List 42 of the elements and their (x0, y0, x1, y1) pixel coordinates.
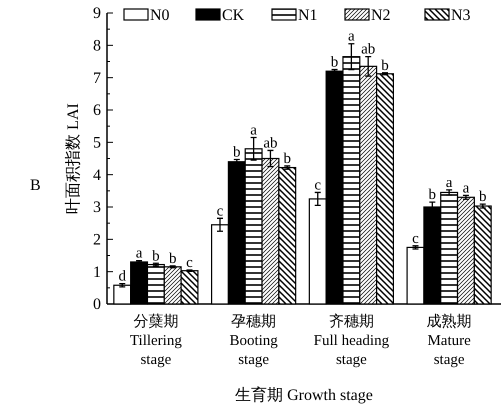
data-label: a (136, 246, 143, 262)
data-label: b (381, 58, 389, 74)
y-tick-label: 8 (93, 37, 101, 54)
data-label: a (462, 180, 470, 196)
y-tick-label: 5 (93, 134, 101, 152)
data-label: b (330, 54, 338, 71)
data-label: a (446, 174, 453, 191)
x-tick-label: 孕穗期 Booting stage (229, 313, 278, 368)
data-label: a (348, 28, 356, 45)
data-label: c (216, 203, 224, 220)
y-tick-label: 4 (93, 166, 101, 184)
y-axis-title: 叶面积指数 LAI (64, 103, 82, 214)
data-label: ab (361, 42, 376, 58)
y-tick-label: 3 (93, 199, 101, 216)
data-label: b (428, 187, 436, 204)
data-label: b (152, 248, 160, 264)
y-tick-label: 9 (93, 5, 101, 22)
legend-label: N0 (150, 7, 170, 24)
x-axis-title: 生育期 Growth stage (235, 386, 373, 404)
x-tick-label: 齐穗期 Full heading stage (314, 313, 390, 368)
data-label: c (314, 177, 322, 194)
y-tick-label: 2 (93, 231, 101, 248)
data-label: b (233, 144, 241, 160)
y-tick-label: 1 (93, 264, 101, 281)
data-label: c (412, 230, 420, 247)
data-label: c (186, 255, 194, 272)
data-label: b (168, 250, 176, 267)
data-label: a (250, 122, 258, 138)
data-label: b (479, 189, 486, 206)
legend-label: N3 (451, 7, 471, 24)
y-tick-label: 0 (93, 296, 101, 314)
data-label: d (118, 268, 126, 285)
text: B (30, 177, 41, 194)
x-tick-label: 成熟期 Mature stage (426, 313, 472, 368)
data-label: ab (263, 135, 278, 152)
legend-label: N1 (298, 7, 318, 24)
y-tick-label: 6 (93, 102, 101, 120)
legend-label: CK (222, 7, 245, 24)
legend-label: N2 (371, 7, 391, 24)
y-tick-label: 7 (93, 70, 101, 87)
x-tick-label: 分蘖期 Tillering stage (130, 313, 182, 368)
data-label: b (284, 150, 291, 167)
